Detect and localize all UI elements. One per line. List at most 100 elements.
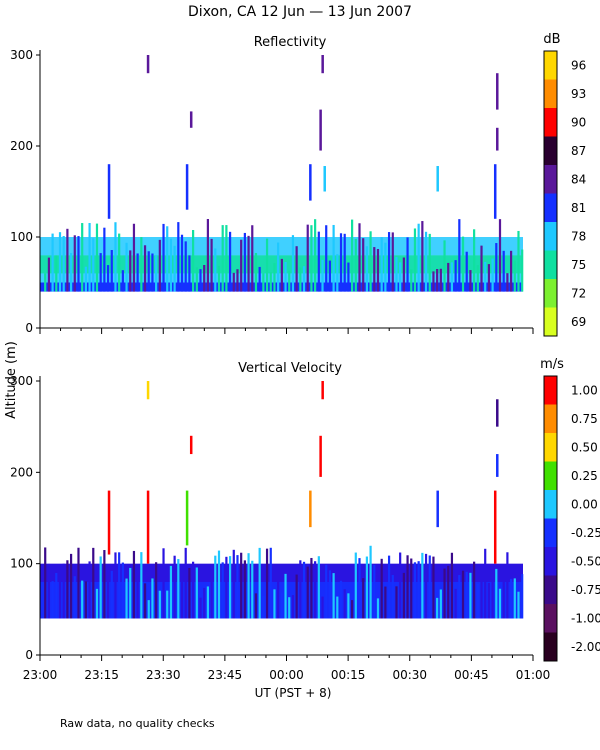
data-spike — [180, 234, 184, 292]
data-spike — [136, 253, 139, 292]
data-spike — [214, 248, 217, 292]
data-spike — [495, 243, 498, 292]
data-spike — [217, 550, 221, 619]
data-spike — [513, 578, 516, 619]
echo-mark — [496, 454, 499, 477]
data-spike — [299, 267, 302, 292]
data-spike — [447, 262, 450, 292]
colorbar-label: 0.75 — [571, 412, 598, 426]
data-spike — [106, 565, 110, 619]
colorbar-frame — [543, 50, 558, 337]
data-spike — [81, 580, 84, 619]
data-spike — [162, 223, 165, 292]
data-spike — [406, 237, 409, 292]
data-spike — [143, 583, 147, 619]
data-spike — [380, 558, 383, 619]
data-spike — [517, 230, 520, 292]
colorbar-swatch — [544, 490, 557, 519]
data-spike — [103, 550, 106, 619]
data-spike — [92, 238, 95, 292]
data-spike — [369, 545, 372, 619]
data-spike — [251, 225, 254, 292]
panel-1: Vertical Velocity m/s 0 100 200 300 1.00 0.75 0.… — [10, 357, 600, 662]
echo-mark — [189, 111, 193, 128]
data-spike — [225, 225, 228, 292]
colorbar-label: -0.50 — [571, 554, 600, 568]
data-spike — [169, 565, 173, 619]
data-spike — [177, 559, 180, 619]
data-spike — [254, 252, 258, 292]
data-spike — [424, 553, 428, 619]
data-spike — [99, 556, 102, 619]
data-spike — [347, 262, 350, 292]
data-spike — [325, 564, 328, 619]
data-spike — [99, 253, 102, 292]
data-spike — [232, 272, 235, 292]
data-spike — [114, 552, 117, 619]
data-spike — [291, 595, 295, 619]
data-spike — [295, 574, 298, 619]
colorbar-swatch — [544, 547, 557, 576]
colorbar-label: -0.25 — [571, 526, 600, 540]
data-spike — [151, 253, 154, 292]
data-spike — [51, 233, 54, 292]
data-spike — [391, 575, 394, 619]
data-spike — [332, 573, 335, 619]
data-spike — [395, 257, 398, 292]
data-spike — [125, 578, 128, 619]
data-spike — [469, 572, 472, 619]
data-spike — [491, 568, 494, 619]
data-spike — [450, 552, 454, 619]
data-spike — [228, 556, 232, 619]
colorbar-swatch — [544, 404, 557, 433]
data-spike — [521, 249, 524, 292]
data-spike — [110, 570, 113, 619]
colorbar-swatch — [544, 604, 557, 633]
data-spike — [461, 236, 465, 292]
colorbar-label: 0.50 — [571, 440, 598, 454]
data-spike — [317, 231, 320, 292]
data-spike — [328, 570, 332, 619]
data-layer — [40, 381, 524, 619]
data-spike — [458, 219, 461, 292]
y-tick-label: 200 — [10, 139, 33, 153]
colorbar-swatch — [544, 461, 557, 490]
echo-mark — [319, 109, 322, 151]
data-spike — [454, 588, 457, 619]
colorbar-label: -0.75 — [571, 583, 600, 597]
data-spike — [498, 588, 502, 619]
colorbar-label: 1.00 — [571, 383, 598, 397]
echo-mark — [496, 399, 499, 427]
echo-mark — [319, 435, 322, 477]
data-spike — [155, 562, 158, 619]
data-spike — [77, 236, 80, 292]
data-spike — [380, 237, 383, 292]
data-spike — [328, 260, 332, 292]
data-spike — [432, 556, 435, 619]
data-spike — [299, 560, 302, 619]
data-spike — [125, 242, 128, 292]
colorbar-label: 90 — [571, 115, 586, 129]
data-spike — [369, 231, 372, 292]
data-spike — [454, 260, 457, 292]
data-spike — [188, 255, 191, 292]
data-spike — [95, 223, 99, 292]
data-spike — [473, 229, 476, 292]
data-spike — [288, 597, 291, 619]
data-spike — [199, 269, 202, 292]
data-spike — [362, 578, 365, 619]
x-tick-label: 00:45 — [454, 668, 489, 682]
data-spike — [336, 596, 339, 619]
data-spike — [498, 219, 502, 292]
colorbar-swatch — [544, 632, 557, 661]
data-spike — [365, 556, 368, 619]
data-spike — [436, 269, 439, 292]
data-spike — [402, 257, 405, 292]
data-spike — [92, 547, 95, 619]
data-spike — [88, 222, 91, 292]
data-spike — [406, 555, 409, 619]
data-spike — [199, 597, 202, 619]
data-spike — [343, 589, 346, 619]
data-spike — [424, 231, 428, 292]
data-spike — [487, 582, 491, 619]
